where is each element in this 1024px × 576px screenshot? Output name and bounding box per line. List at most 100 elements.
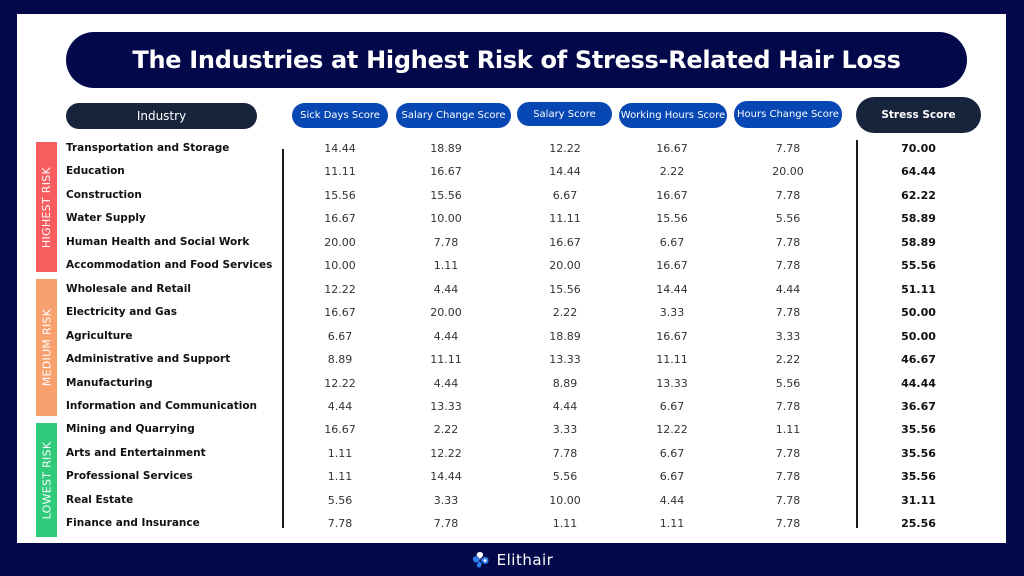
- risk-label-lowest: LOWEST RISK: [36, 423, 57, 537]
- cell-stress-score: 25.56: [901, 517, 936, 531]
- cell-stress-score: 31.11: [901, 493, 936, 507]
- cell-sick-days-score: 1.11: [327, 470, 353, 484]
- cell-salary-score: 2.22: [552, 306, 578, 320]
- cell-stress-score: 50.00: [901, 329, 936, 343]
- cell-sick-days-score: 5.56: [327, 493, 353, 507]
- cell-working-hours-score: 16.67: [656, 142, 688, 155]
- cell-working-hours-score: 2.22: [659, 165, 685, 179]
- cell-sick-days-score: 6.67: [327, 329, 353, 343]
- cell-salary-score: 20.00: [549, 259, 581, 273]
- content-panel: [17, 14, 1006, 543]
- cell-hours-change-score: 7.78: [775, 259, 801, 273]
- risk-label-highest: HIGHEST RISK: [36, 142, 57, 272]
- cell-sick-days-score: 8.89: [327, 353, 353, 367]
- column-divider-right: [856, 140, 858, 528]
- elithair-logo-icon: [472, 552, 489, 568]
- table-row: Agriculture 6.67 4.44 18.89 16.67 3.33 50.00: [0, 325, 1024, 348]
- cell-working-hours-score: 1.11: [659, 517, 685, 531]
- table-row: Administrative and Support 8.89 11.11 13.33…: [0, 348, 1024, 371]
- cell-stress-score: 35.56: [901, 423, 936, 437]
- risk-label-medium: MEDIUM RISK: [36, 279, 57, 416]
- cell-sick-days-score: 1.11: [327, 446, 353, 460]
- table-row: Professional Services 1.11 14.44 5.56 6.67 7.…: [0, 465, 1024, 488]
- cell-hours-change-score: 7.78: [775, 188, 801, 202]
- cell-sick-days-score: 14.44: [324, 142, 356, 155]
- brand-name: Elithair: [496, 551, 554, 569]
- cell-stress-score: 58.89: [901, 212, 936, 226]
- cell-industry: Administrative and Support: [66, 353, 231, 366]
- cell-hours-change-score: 5.56: [775, 376, 801, 390]
- cell-salary-score: 15.56: [549, 282, 581, 296]
- cell-working-hours-score: 6.67: [659, 446, 685, 460]
- cell-salary-change-score: 18.89: [430, 142, 462, 155]
- header-industry: Industry: [66, 103, 257, 129]
- cell-salary-change-score: 4.44: [433, 329, 459, 343]
- cell-working-hours-score: 3.33: [659, 306, 685, 320]
- cell-working-hours-score: 16.67: [656, 188, 688, 202]
- cell-salary-score: 1.11: [552, 517, 578, 531]
- header-salary-change-score: Salary Change Score: [396, 103, 511, 128]
- cell-industry: Professional Services: [66, 470, 193, 483]
- cell-sick-days-score: 20.00: [324, 235, 356, 249]
- cell-salary-change-score: 14.44: [430, 470, 462, 484]
- header-stress-score: Stress Score: [856, 97, 981, 133]
- cell-salary-score: 10.00: [549, 493, 581, 507]
- cell-industry: Mining and Quarrying: [66, 423, 195, 436]
- cell-salary-change-score: 7.78: [433, 235, 459, 249]
- cell-salary-score: 12.22: [549, 142, 581, 155]
- cell-working-hours-score: 12.22: [656, 423, 688, 437]
- cell-hours-change-score: 7.78: [775, 399, 801, 413]
- cell-salary-change-score: 20.00: [430, 306, 462, 320]
- cell-industry: Finance and Insurance: [66, 517, 200, 530]
- cell-salary-score: 5.56: [552, 470, 578, 484]
- table-row: Water Supply 16.67 10.00 11.11 15.56 5.56 58.8…: [0, 207, 1024, 230]
- cell-salary-change-score: 10.00: [430, 212, 462, 226]
- cell-working-hours-score: 16.67: [656, 259, 688, 273]
- cell-salary-change-score: 7.78: [433, 517, 459, 531]
- cell-sick-days-score: 7.78: [327, 517, 353, 531]
- table-row: Finance and Insurance 7.78 7.78 1.11 1.11 7.7…: [0, 512, 1024, 535]
- cell-hours-change-score: 1.11: [775, 423, 801, 437]
- cell-hours-change-score: 7.78: [775, 235, 801, 249]
- cell-sick-days-score: 12.22: [324, 282, 356, 296]
- cell-working-hours-score: 16.67: [656, 329, 688, 343]
- cell-working-hours-score: 6.67: [659, 399, 685, 413]
- header-salary-score: Salary Score: [517, 102, 612, 126]
- cell-working-hours-score: 13.33: [656, 376, 688, 390]
- cell-salary-score: 18.89: [549, 329, 581, 343]
- cell-working-hours-score: 4.44: [659, 493, 685, 507]
- cell-stress-score: 51.11: [901, 282, 936, 296]
- header-working-hours-score: Working Hours Score: [619, 103, 727, 128]
- cell-salary-change-score: 12.22: [430, 446, 462, 460]
- cell-working-hours-score: 6.67: [659, 235, 685, 249]
- cell-salary-change-score: 4.44: [433, 282, 459, 296]
- cell-industry: Construction: [66, 188, 142, 201]
- title-banner: The Industries at Highest Risk of Stress…: [66, 32, 967, 88]
- cell-hours-change-score: 7.78: [775, 517, 801, 531]
- cell-working-hours-score: 14.44: [656, 282, 688, 296]
- table-row: Electricity and Gas 16.67 20.00 2.22 3.33 7.7…: [0, 301, 1024, 324]
- cell-hours-change-score: 7.78: [775, 446, 801, 460]
- cell-hours-change-score: 4.44: [775, 282, 801, 296]
- cell-industry: Human Health and Social Work: [66, 235, 250, 248]
- cell-industry: Electricity and Gas: [66, 306, 177, 319]
- cell-salary-score: 3.33: [552, 423, 578, 437]
- cell-salary-change-score: 15.56: [430, 188, 462, 202]
- cell-salary-score: 14.44: [549, 165, 581, 179]
- table-row: Mining and Quarrying 16.67 2.22 3.33 12.22 1.…: [0, 418, 1024, 441]
- cell-hours-change-score: 20.00: [772, 165, 804, 179]
- cell-salary-change-score: 1.11: [433, 259, 459, 273]
- cell-industry: Agriculture: [66, 329, 133, 342]
- cell-salary-score: 11.11: [549, 212, 581, 226]
- cell-sick-days-score: 12.22: [324, 376, 356, 390]
- cell-stress-score: 50.00: [901, 306, 936, 320]
- cell-industry: Accommodation and Food Services: [66, 259, 273, 272]
- cell-salary-score: 7.78: [552, 446, 578, 460]
- cell-stress-score: 46.67: [901, 353, 936, 367]
- page-title: The Industries at Highest Risk of Stress…: [132, 46, 901, 74]
- table-row: Wholesale and Retail 12.22 4.44 15.56 14.44 4…: [0, 278, 1024, 301]
- cell-hours-change-score: 3.33: [775, 329, 801, 343]
- cell-salary-change-score: 11.11: [430, 353, 462, 367]
- cell-stress-score: 64.44: [901, 165, 936, 179]
- table-row: Human Health and Social Work 20.00 7.78 16.…: [0, 231, 1024, 254]
